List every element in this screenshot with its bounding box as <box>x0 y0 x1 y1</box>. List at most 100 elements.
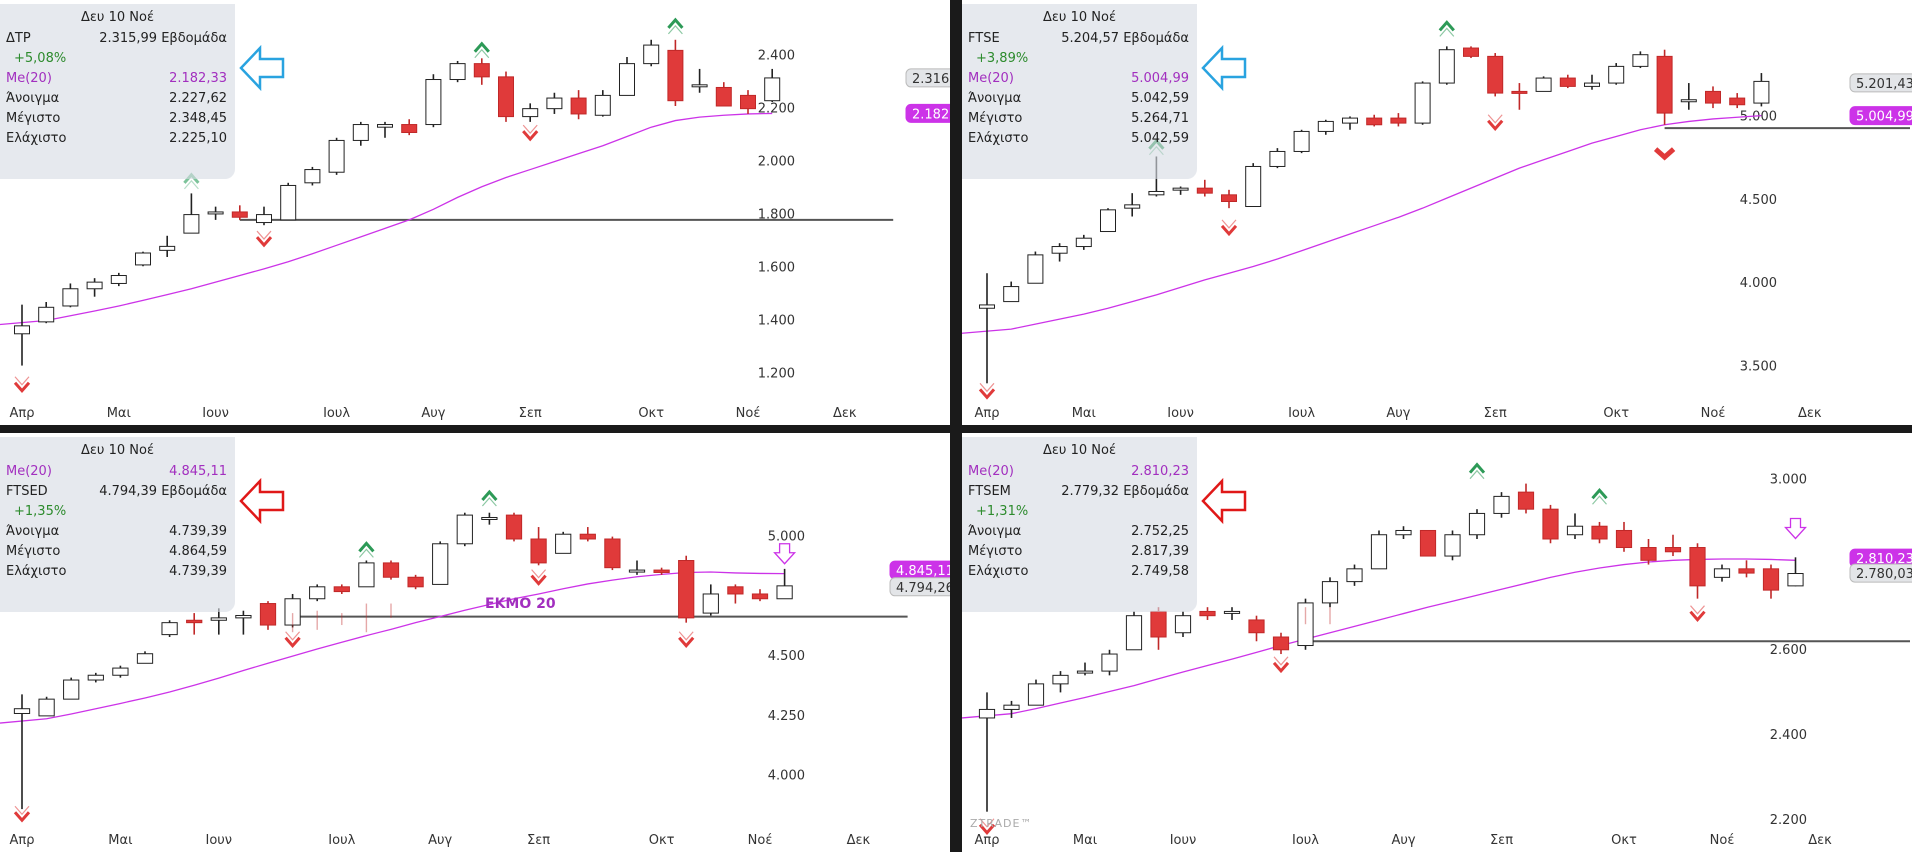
candle <box>1729 93 1746 109</box>
candle <box>1317 119 1334 135</box>
candle-body-down <box>1196 187 1213 194</box>
candle <box>231 205 248 220</box>
candle <box>352 121 369 146</box>
candle-body-up <box>63 679 80 700</box>
up-signal-icon-shadow <box>474 48 490 59</box>
last-price-tag: 2.316,81 <box>905 68 950 88</box>
x-tick-label: Ιουν <box>202 406 229 421</box>
up-signal-icon-shadow <box>1469 469 1485 480</box>
candle-body-up <box>449 63 466 81</box>
x-tick-label: Απρ <box>10 833 35 848</box>
price-tag-bg <box>1849 563 1912 583</box>
candle-body-down <box>231 211 248 218</box>
candle-body-down <box>653 569 670 573</box>
candle-body-up <box>1075 237 1092 248</box>
candle <box>1101 649 1118 676</box>
info-row: Ελάχιστο 4.739,39 <box>0 563 235 583</box>
candle-body-down <box>259 603 277 626</box>
info-label: ΔΤΡ <box>6 31 31 46</box>
info-date: Δευ 10 Νοέ <box>81 10 154 25</box>
x-tick-label: Οκτ <box>638 406 664 421</box>
candle-body-down <box>1150 610 1167 638</box>
candle <box>1075 234 1092 250</box>
y-tick-label: 2.400 <box>758 49 795 64</box>
candle-body-down <box>1248 619 1265 634</box>
candle-body-up <box>555 533 572 554</box>
candle-body-up <box>328 139 345 173</box>
candle <box>530 527 547 566</box>
info-value: 2.749,58 <box>1131 564 1189 579</box>
candle <box>449 60 466 83</box>
x-tick-label: Σεπ <box>1484 406 1507 421</box>
candle-body-up <box>1535 77 1552 92</box>
x-tick-label: Οκτ <box>1611 833 1637 848</box>
candle-body-down <box>473 63 490 78</box>
info-box: Δευ 10 Νοέ Me(20) 2.810,23 FTSEM 2.779,32 Εβ… <box>962 437 1197 612</box>
candle-body-up <box>161 622 178 636</box>
candle <box>497 71 515 122</box>
candle-body-up <box>86 281 103 290</box>
candle-body-up <box>432 543 449 585</box>
candle-body-down <box>1542 508 1559 540</box>
down-signal-icon <box>1272 661 1290 674</box>
candle <box>87 672 104 683</box>
chart-panel-2: 3.500 4.000 4.500 5.000 Απρ Μαι Ιουν Ιουλ Αυγ Σεπ… <box>962 0 1912 425</box>
candle <box>1297 598 1314 650</box>
candle-body-up <box>1099 209 1117 233</box>
candle <box>38 302 55 324</box>
info-row: Άνοιγμα 4.739,39 <box>0 523 235 543</box>
y-tick-label: 5.000 <box>768 530 805 545</box>
y-tick-label: 4.500 <box>768 649 805 664</box>
candle-body-up <box>643 44 660 65</box>
info-value: 5.042,59 <box>1131 91 1189 106</box>
candle <box>1583 74 1601 90</box>
candle <box>715 82 732 107</box>
price-tag-text: 2.810,23 <box>1856 552 1912 567</box>
info-label: Ελάχιστο <box>968 131 1029 146</box>
candle <box>1517 483 1535 514</box>
info-row: Άνοιγμα 5.042,59 <box>962 90 1197 110</box>
candle <box>1321 577 1339 608</box>
candle <box>210 608 227 635</box>
candle-body-up <box>425 79 442 126</box>
y-tick-label: 2.400 <box>1770 728 1807 743</box>
price-tag-text: 2.182,33 <box>912 107 950 122</box>
down-signal-icon <box>978 823 996 836</box>
ma-annotation: ΕΚΜΟ 20 <box>485 596 556 612</box>
candle <box>1174 611 1192 637</box>
y-tick-label: 3.000 <box>1770 472 1807 487</box>
candle <box>1099 208 1117 233</box>
candle-body-up <box>764 77 781 102</box>
x-tick-label: Ιουν <box>1167 406 1194 421</box>
candle <box>751 589 769 602</box>
info-row: Μέγιστο 2.348,45 <box>0 110 235 130</box>
y-tick-label: 2.200 <box>758 102 795 117</box>
info-value: 5.264,71 <box>1131 111 1189 126</box>
candle <box>432 541 449 585</box>
candle-body-up <box>691 84 708 88</box>
down-signal-icon-shadow <box>678 631 694 641</box>
x-tick-label: Αυγ <box>428 833 452 848</box>
candle-body-down <box>1419 529 1437 557</box>
candle-body-up <box>1124 204 1141 209</box>
x-tick-label: Μαι <box>1073 833 1097 848</box>
candle-body-up <box>255 214 273 224</box>
info-label: Άνοιγμα <box>6 524 60 539</box>
candle <box>1370 530 1388 570</box>
down-signal-icon-shadow <box>1487 114 1503 124</box>
down-outline-arrow-shape <box>773 543 797 565</box>
x-tick-label: Αυγ <box>1386 406 1410 421</box>
candle <box>579 527 596 542</box>
down-signal-icon <box>1487 119 1504 132</box>
candle <box>309 584 326 602</box>
info-label: +5,08% <box>14 51 67 66</box>
candle <box>1220 189 1238 209</box>
candle-body-up <box>1395 529 1412 536</box>
watermark: ZTRADE™ <box>970 817 1032 830</box>
x-tick-label: Μαι <box>1072 406 1096 421</box>
candle <box>1713 564 1731 582</box>
blue-left-arrow-icon <box>1201 44 1247 92</box>
candle <box>1787 557 1804 587</box>
candle <box>1027 679 1045 706</box>
candle <box>328 137 345 175</box>
